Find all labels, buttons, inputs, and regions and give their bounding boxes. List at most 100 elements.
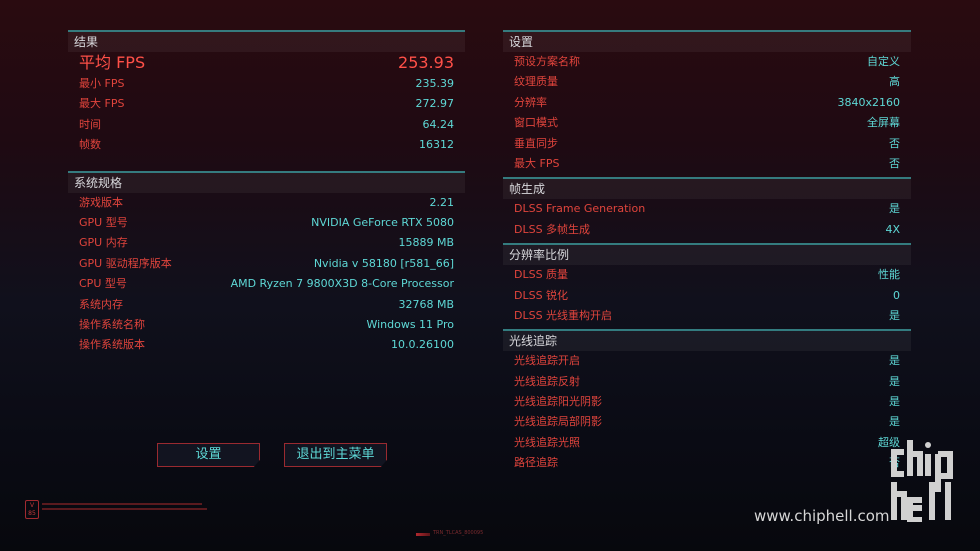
row-label: 窗口模式 xyxy=(514,116,558,130)
row-value: 是 xyxy=(889,374,900,388)
row-label: 操作系统名称 xyxy=(79,317,145,331)
row-label: DLSS 质量 xyxy=(514,268,569,282)
row-label: 游戏版本 xyxy=(79,195,123,209)
row-value: 是 xyxy=(889,308,900,322)
stat-row: 最小 FPS 235.39 xyxy=(68,74,465,94)
section-title: 光线追踪 xyxy=(503,331,911,352)
row-label: 最小 FPS xyxy=(79,77,125,90)
stat-row: CPU 型号 AMD Ryzen 7 9800X3D 8-Core Process… xyxy=(68,274,465,294)
watermark-url: www.chiphell.com xyxy=(754,507,890,525)
row-label: 帧数 xyxy=(79,138,101,152)
row-label: GPU 驱动程序版本 xyxy=(79,256,172,270)
stat-row: 预设方案名称 自定义 xyxy=(503,52,911,72)
row-label: DLSS 多帧生成 xyxy=(514,222,591,236)
framegen-section: 帧生成 DLSS Frame Generation 是 DLSS 多帧生成 4X xyxy=(503,177,911,243)
arrow-marker-icon xyxy=(416,533,430,536)
row-label: 光线追踪开启 xyxy=(514,354,580,368)
row-value: 64.24 xyxy=(422,117,455,131)
version-badge: V 85 xyxy=(25,500,39,519)
stat-row: 光线追踪阳光阴影 是 xyxy=(503,392,911,412)
decorative-text-line xyxy=(42,503,202,505)
stat-row: DLSS 多帧生成 4X xyxy=(503,220,911,240)
raytracing-section: 光线追踪 光线追踪开启是光线追踪反射是光线追踪阳光阴影是光线追踪局部阴影是光线追… xyxy=(503,329,911,473)
stat-row: 时间 64.24 xyxy=(68,115,465,135)
divider xyxy=(503,30,911,32)
settings-section: 设置 预设方案名称 自定义 纹理质量 高分辨率 3840x2160 窗口模式 全屏幕 垂直同步… xyxy=(503,30,911,177)
row-value: Windows 11 Pro xyxy=(366,317,454,331)
stat-row: 分辨率 3840x2160 xyxy=(503,93,911,113)
row-value: 15889 MB xyxy=(398,236,454,250)
stat-row: DLSS Frame Generation 是 xyxy=(503,199,911,219)
row-label: 垂直同步 xyxy=(514,136,558,150)
row-label: 光线追踪光照 xyxy=(514,435,580,449)
results-section: 结果 平均 FPS 253.93 最小 FPS 235.39 最大 FPS 272.9… xyxy=(68,30,465,171)
row-value: 16312 xyxy=(419,138,454,152)
row-label: 系统内存 xyxy=(79,297,123,311)
stat-row: 光线追踪反射 是 xyxy=(503,372,911,392)
stat-row: 窗口模式 全屏幕 xyxy=(503,113,911,133)
row-value: 32768 MB xyxy=(398,297,454,311)
row-value: 0 xyxy=(893,288,900,302)
stat-row: 系统内存 32768 MB xyxy=(68,295,465,315)
stat-row: 纹理质量 高 xyxy=(503,72,911,92)
stat-row: 光线追踪局部阴影 是 xyxy=(503,412,911,432)
row-value: 235.39 xyxy=(415,77,455,90)
row-label: GPU 型号 xyxy=(79,215,128,229)
section-title: 帧生成 xyxy=(503,179,911,200)
row-value: 2.21 xyxy=(429,195,455,209)
exit-to-main-menu-button[interactable]: 退出到主菜单 xyxy=(284,443,387,467)
section-title: 系统规格 xyxy=(68,172,465,193)
right-panel: 设置 预设方案名称 自定义 纹理质量 高分辨率 3840x2160 窗口模式 全屏幕 垂直同步… xyxy=(503,30,911,474)
stat-row: GPU 内存 15889 MB xyxy=(68,233,465,253)
footer-code: TRN_TLCAS_800095 xyxy=(433,530,484,536)
row-label: GPU 内存 xyxy=(79,236,128,250)
row-label: 预设方案名称 xyxy=(514,55,580,68)
row-value: 超级 xyxy=(878,435,900,449)
row-value: 是 xyxy=(889,354,900,368)
row-label: 时间 xyxy=(79,117,101,131)
stat-row: GPU 驱动程序版本 Nvidia v 58180 [r581_66] xyxy=(68,254,465,274)
row-value: 否 xyxy=(889,156,900,170)
row-label: 操作系统版本 xyxy=(79,338,145,352)
divider xyxy=(503,329,911,332)
decorative-text-line xyxy=(42,508,207,510)
stat-row: GPU 型号 NVIDIA GeForce RTX 5080 xyxy=(68,213,465,233)
stat-row: 最大 FPS 272.97 xyxy=(68,94,465,114)
section-title: 分辨率比例 xyxy=(503,245,911,266)
row-value: 253.93 xyxy=(398,53,454,72)
row-label: DLSS 光线重构开启 xyxy=(514,308,613,322)
row-label: 分辨率 xyxy=(514,95,547,109)
row-label: 最大 FPS xyxy=(514,156,560,170)
stat-row: DLSS 锐化 0 xyxy=(503,286,911,306)
divider xyxy=(503,243,911,246)
row-value: 10.0.26100 xyxy=(391,338,454,352)
stat-row: 游戏版本 2.21 xyxy=(68,193,465,213)
row-value: 4X xyxy=(885,222,900,236)
stat-row: 垂直同步 否 xyxy=(503,134,911,154)
row-value: 是 xyxy=(889,202,900,216)
row-label: 平均 FPS xyxy=(79,53,146,72)
row-label: 最大 FPS xyxy=(79,97,125,111)
scaling-section: 分辨率比例 DLSS 质量 性能 DLSS 锐化 0 DLSS 光线重构开启 是 xyxy=(503,243,911,329)
chiphell-logo xyxy=(890,440,965,523)
left-panel: 结果 平均 FPS 253.93 最小 FPS 235.39 最大 FPS 272.9… xyxy=(68,30,465,356)
stat-row: 操作系统名称 Windows 11 Pro xyxy=(68,315,465,335)
stat-row: 路径追踪否 xyxy=(503,453,911,473)
row-label: 路径追踪 xyxy=(514,456,558,470)
row-label: 纹理质量 xyxy=(514,75,558,89)
row-value: 是 xyxy=(889,395,900,409)
stat-row: 光线追踪开启 是 xyxy=(503,351,911,371)
divider xyxy=(68,30,465,32)
row-value: 性能 xyxy=(878,268,900,282)
stat-row: 操作系统版本 10.0.26100 xyxy=(68,335,465,355)
row-label: 光线追踪阳光阴影 xyxy=(514,395,602,409)
avg-fps-row: 平均 FPS 253.93 xyxy=(68,52,465,74)
row-label: DLSS 锐化 xyxy=(514,288,569,302)
settings-button[interactable]: 设置 xyxy=(157,443,260,467)
section-title: 结果 xyxy=(68,32,465,52)
row-value: 自定义 xyxy=(867,55,900,68)
divider xyxy=(503,177,911,180)
row-value: 否 xyxy=(889,136,900,150)
row-value: 3840x2160 xyxy=(837,95,901,109)
row-value: NVIDIA GeForce RTX 5080 xyxy=(311,215,454,229)
